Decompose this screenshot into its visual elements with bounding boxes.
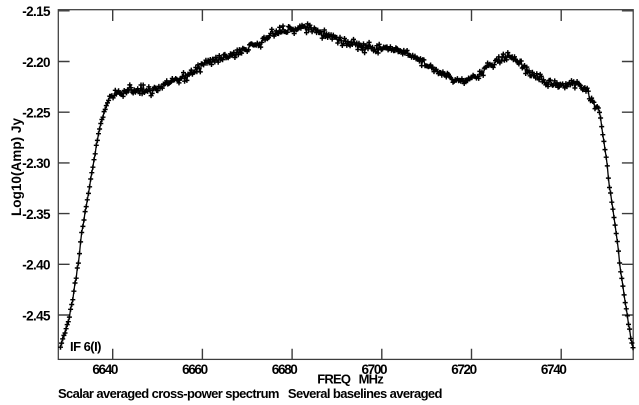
svg-text:6700: 6700 — [362, 362, 388, 377]
svg-text:Log10(Amp) Jy: Log10(Amp) Jy — [9, 118, 24, 216]
svg-text:6660: 6660 — [182, 362, 208, 377]
svg-text:-2.40: -2.40 — [22, 258, 50, 273]
svg-text:-2.30: -2.30 — [22, 156, 50, 171]
svg-text:-2.15: -2.15 — [22, 4, 51, 19]
svg-text:IF 6(I): IF 6(I) — [70, 339, 102, 354]
svg-text:FREQ MHz: FREQ MHz — [317, 372, 384, 387]
svg-text:6720: 6720 — [451, 362, 477, 377]
svg-text:Scalar averaged cross-power sp: Scalar averaged cross-power spectrum Sev… — [58, 386, 443, 401]
svg-text:-2.20: -2.20 — [22, 55, 50, 70]
svg-text:-2.45: -2.45 — [22, 308, 51, 323]
svg-text:6740: 6740 — [541, 362, 567, 377]
svg-text:6640: 6640 — [92, 362, 118, 377]
svg-text:6680: 6680 — [272, 362, 298, 377]
svg-text:-2.35: -2.35 — [22, 207, 51, 222]
svg-text:-2.25: -2.25 — [22, 106, 51, 121]
